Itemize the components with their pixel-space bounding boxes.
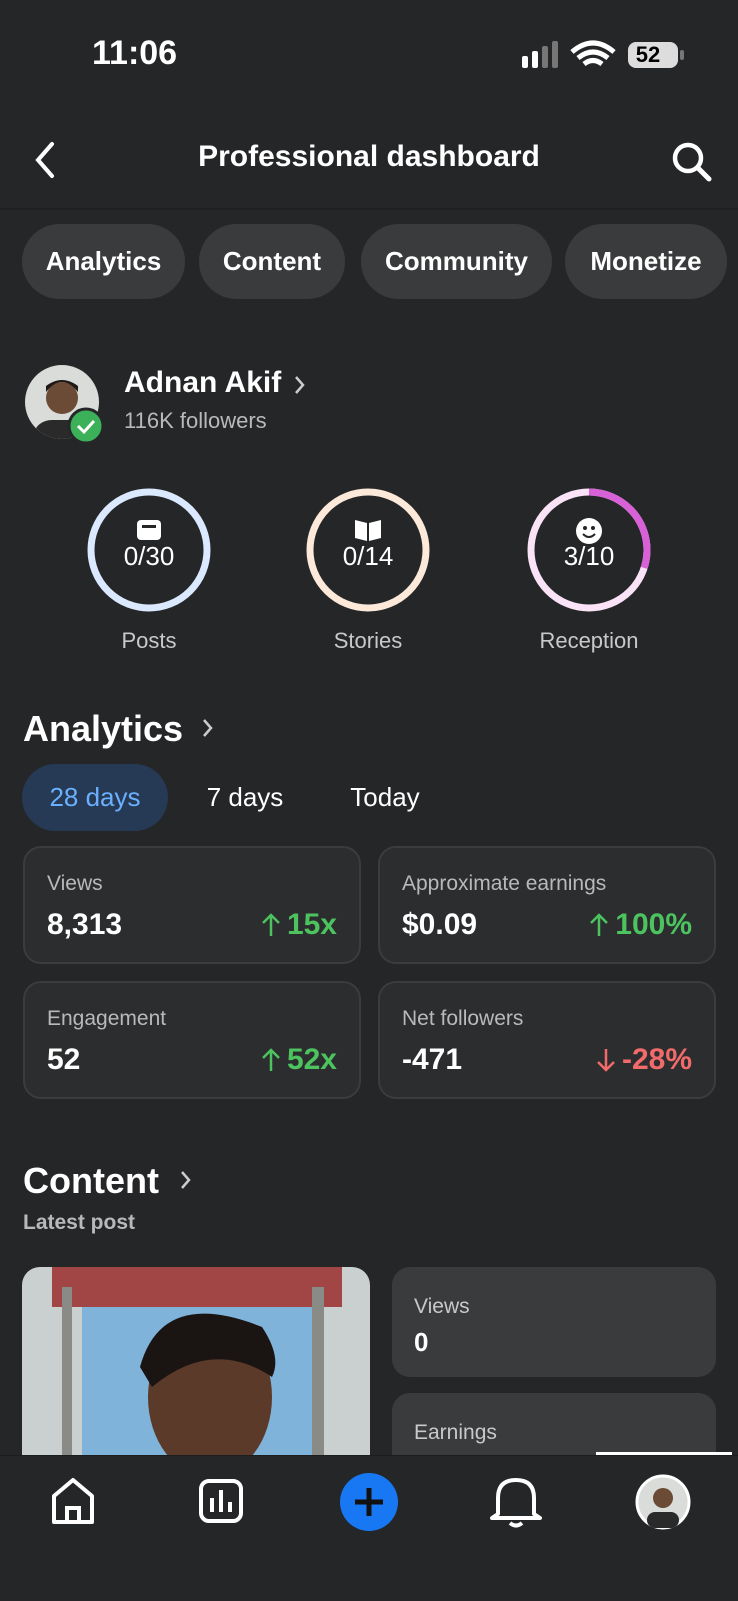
avatar[interactable] bbox=[24, 364, 106, 446]
insights-tab[interactable] bbox=[199, 1479, 243, 1523]
nav-indicator bbox=[596, 1452, 732, 1455]
nav-icons bbox=[52, 1473, 691, 1531]
goal-rings: 0/30 0/14 3/10 bbox=[87, 488, 651, 612]
goal-ring bbox=[306, 488, 430, 612]
goal-label: Reception bbox=[539, 628, 639, 653]
chevron bbox=[295, 376, 305, 394]
metric-label: Net followers bbox=[402, 1007, 524, 1030]
section-subtitle: Latest post bbox=[23, 1211, 136, 1234]
page-title: Professional dashboard bbox=[198, 140, 540, 173]
metric-card[interactable]: Approximate earnings $0.09 100% bbox=[378, 846, 716, 964]
status-icons bbox=[522, 40, 684, 68]
metric-label: Views bbox=[47, 872, 103, 895]
goal-ring bbox=[87, 488, 211, 612]
section-title[interactable]: Content bbox=[23, 1160, 159, 1201]
goal-progress-label: 0/30 bbox=[124, 541, 175, 571]
metric-change: 15x bbox=[286, 908, 337, 941]
goal-icon bbox=[576, 518, 602, 544]
post-stat: Views 0 bbox=[392, 1267, 716, 1377]
chevron bbox=[181, 1171, 191, 1189]
followers: 116K followers bbox=[124, 408, 267, 433]
post-thumbnail[interactable] bbox=[22, 1267, 370, 1457]
goal-label: Stories bbox=[333, 628, 403, 653]
goal-progress bbox=[588, 488, 651, 570]
period-filter[interactable]: 7 days bbox=[206, 782, 284, 812]
metric-card[interactable]: Views 8,313 15x bbox=[23, 846, 361, 964]
period-filter[interactable]: Today bbox=[350, 782, 420, 812]
battery: 52 bbox=[635, 42, 661, 67]
metric-change: 100% bbox=[615, 908, 692, 941]
metric-value: -471 bbox=[402, 1043, 463, 1076]
divider bbox=[0, 208, 738, 210]
tab[interactable]: Analytics bbox=[22, 224, 185, 299]
metric-change: -28% bbox=[621, 1043, 692, 1076]
metric-card[interactable]: Net followers -471 -28% bbox=[378, 981, 716, 1099]
trend-arrow bbox=[597, 1049, 615, 1072]
notifications-tab[interactable] bbox=[490, 1478, 542, 1528]
trend-arrow bbox=[262, 913, 280, 936]
goal-label: Posts bbox=[121, 628, 177, 653]
create-tab[interactable] bbox=[340, 1473, 398, 1531]
goal-progress-label: 3/10 bbox=[564, 541, 615, 571]
tab[interactable]: Monetize bbox=[565, 224, 727, 299]
metric-value: 8,313 bbox=[47, 908, 123, 941]
metric-value: 52 bbox=[47, 1043, 81, 1076]
metric-label: Approximate earnings bbox=[402, 872, 607, 895]
period-filter[interactable]: 28 days bbox=[22, 764, 168, 831]
metric-change: 52x bbox=[286, 1043, 337, 1076]
goal-icon bbox=[137, 520, 161, 540]
tab[interactable]: Community bbox=[361, 224, 552, 299]
profile-tab[interactable] bbox=[635, 1474, 691, 1530]
search-button[interactable] bbox=[670, 140, 714, 184]
stat-label: Earnings bbox=[414, 1421, 497, 1444]
back-button[interactable] bbox=[30, 140, 60, 180]
home-tab[interactable] bbox=[52, 1478, 94, 1524]
section-title[interactable]: Analytics bbox=[23, 708, 184, 749]
time: 11:06 bbox=[92, 34, 178, 72]
goal-progress-label: 0/14 bbox=[343, 541, 394, 571]
metric-value: $0.09 bbox=[402, 908, 478, 941]
trend-arrow bbox=[590, 913, 608, 936]
profile-name[interactable]: Adnan Akif bbox=[124, 366, 282, 399]
trend-arrow bbox=[262, 1048, 280, 1071]
tab[interactable]: Content bbox=[199, 224, 345, 299]
stat-label: Views bbox=[414, 1295, 470, 1318]
metric-label: Engagement bbox=[47, 1007, 167, 1030]
goal-icon bbox=[355, 520, 381, 541]
metric-card[interactable]: Engagement 52 52x bbox=[23, 981, 361, 1099]
stat-value: 0 bbox=[414, 1327, 429, 1357]
chevron bbox=[203, 719, 213, 737]
